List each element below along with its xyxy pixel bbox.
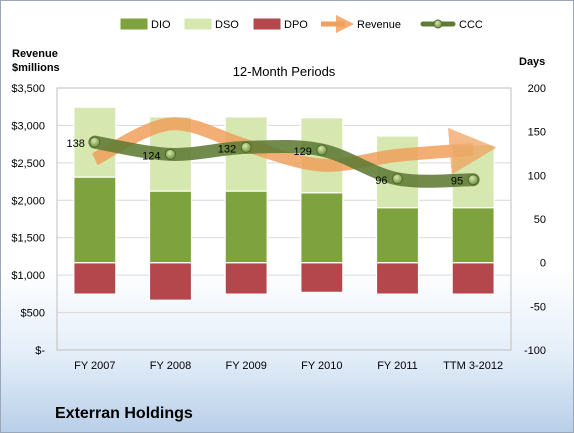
x-tick-label: FY 2011 bbox=[377, 360, 418, 372]
dio-bar bbox=[73, 176, 117, 264]
ccc-data-label: 138 bbox=[66, 138, 84, 150]
ccc-data-label: 129 bbox=[293, 146, 311, 158]
x-tick-label: TTM 3-2012 bbox=[443, 360, 503, 372]
dio-bar bbox=[148, 190, 193, 264]
legend-label: DPO bbox=[284, 19, 308, 31]
y-left-axis-title: $millions bbox=[12, 62, 60, 74]
dio-bar bbox=[451, 207, 495, 264]
ccc-point bbox=[467, 174, 479, 186]
y-right-tick-label: -100 bbox=[524, 345, 546, 357]
ccc-point bbox=[240, 141, 252, 153]
dio-bar bbox=[375, 207, 420, 264]
dpo-bar bbox=[375, 262, 420, 295]
x-tick-label: FY 2009 bbox=[225, 360, 266, 372]
legend-marker-ccc bbox=[433, 19, 443, 29]
ccc-line bbox=[88, 135, 480, 188]
y-left-axis-title: Revenue bbox=[12, 48, 58, 60]
ccc-data-label: 124 bbox=[142, 150, 160, 162]
ccc-point bbox=[392, 173, 403, 185]
x-tick-label: FY 2008 bbox=[150, 360, 191, 372]
y-left-tick-label: $500 bbox=[21, 308, 45, 320]
y-left-tick-label: $1,500 bbox=[11, 233, 45, 245]
x-tick-label: FY 2010 bbox=[301, 360, 342, 372]
y-left-tick-label: $2,500 bbox=[11, 158, 45, 170]
y-left-tick-label: $1,000 bbox=[11, 270, 45, 282]
ccc-point bbox=[165, 148, 176, 160]
dpo-bar bbox=[300, 262, 344, 293]
revenue-line bbox=[91, 117, 497, 175]
x-tick-label: FY 2007 bbox=[74, 360, 115, 372]
y-right-tick-label: 0 bbox=[540, 258, 546, 270]
y-right-tick-label: 150 bbox=[528, 127, 546, 139]
y-right-tick-label: 100 bbox=[528, 170, 546, 182]
y-left-tick-label: $2,000 bbox=[11, 195, 45, 207]
legend-label: DIO bbox=[151, 19, 171, 31]
legend-label: CCC bbox=[459, 19, 483, 31]
plot-area bbox=[56, 87, 512, 351]
y-right-tick-label: -50 bbox=[530, 301, 546, 313]
legend-swatch-dso bbox=[183, 17, 213, 31]
y-left-tick-label: $3,500 bbox=[11, 83, 45, 95]
ccc-point bbox=[89, 136, 101, 148]
y-left-tick-label: $- bbox=[35, 345, 45, 357]
ccc-data-label: 132 bbox=[218, 143, 236, 155]
ccc-point bbox=[316, 144, 328, 156]
dpo-bar bbox=[148, 262, 193, 301]
dpo-bar bbox=[73, 262, 117, 295]
company-name: Exterran Holdings bbox=[55, 405, 193, 422]
y-left-tick-label: $3,000 bbox=[11, 120, 45, 132]
dpo-bar bbox=[451, 262, 495, 295]
y-right-tick-label: 50 bbox=[534, 214, 546, 226]
legend-label: DSO bbox=[215, 19, 239, 31]
ccc-data-label: 95 bbox=[451, 176, 463, 188]
dio-bar bbox=[300, 192, 344, 264]
legend-swatch-dpo bbox=[252, 17, 282, 31]
dpo-bar bbox=[224, 262, 268, 295]
chart-title: 12-Month Periods bbox=[233, 64, 336, 79]
legend-label: Revenue bbox=[357, 19, 401, 31]
ccc-data-label: 96 bbox=[375, 175, 387, 187]
y-right-axis-title: Days bbox=[519, 56, 545, 68]
dio-bar bbox=[224, 190, 268, 264]
legend-swatch-dio bbox=[119, 17, 149, 31]
y-right-tick-label: 200 bbox=[528, 83, 546, 95]
